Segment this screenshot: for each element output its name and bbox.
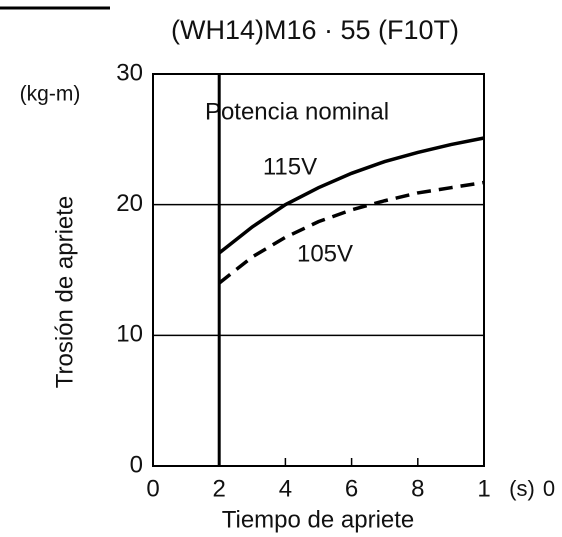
series-label: 115V bbox=[263, 153, 317, 180]
x-tick-label: 1 bbox=[477, 475, 490, 502]
y-tick-label: 0 bbox=[130, 451, 143, 478]
y-axis-label: Trosión de apriete bbox=[51, 196, 78, 389]
y-tick-label: 30 bbox=[116, 59, 143, 86]
x-tick-label: 4 bbox=[279, 475, 292, 502]
y-tick-label: 20 bbox=[116, 190, 143, 217]
series-line bbox=[218, 180, 485, 285]
y-tick-label: 10 bbox=[116, 321, 143, 348]
series-line bbox=[218, 136, 485, 255]
x-tick-label: 6 bbox=[345, 475, 358, 502]
x-tick-label: 2 bbox=[213, 475, 226, 502]
x-tick-label: 8 bbox=[411, 475, 424, 502]
annotation: Potencia nominal bbox=[205, 98, 389, 125]
x-unit: (s) bbox=[509, 476, 535, 501]
x-tick-label: 0 bbox=[146, 475, 159, 502]
x-label-fragment: 0 bbox=[543, 476, 555, 501]
y-unit: (kg-m) bbox=[20, 83, 81, 106]
x-axis-label: Tiempo de apriete bbox=[222, 506, 415, 533]
series-label: 105V bbox=[297, 240, 353, 267]
chart-title: (WH14)M16 · 55 (F10T) bbox=[171, 15, 459, 45]
plot-frame bbox=[152, 73, 485, 467]
